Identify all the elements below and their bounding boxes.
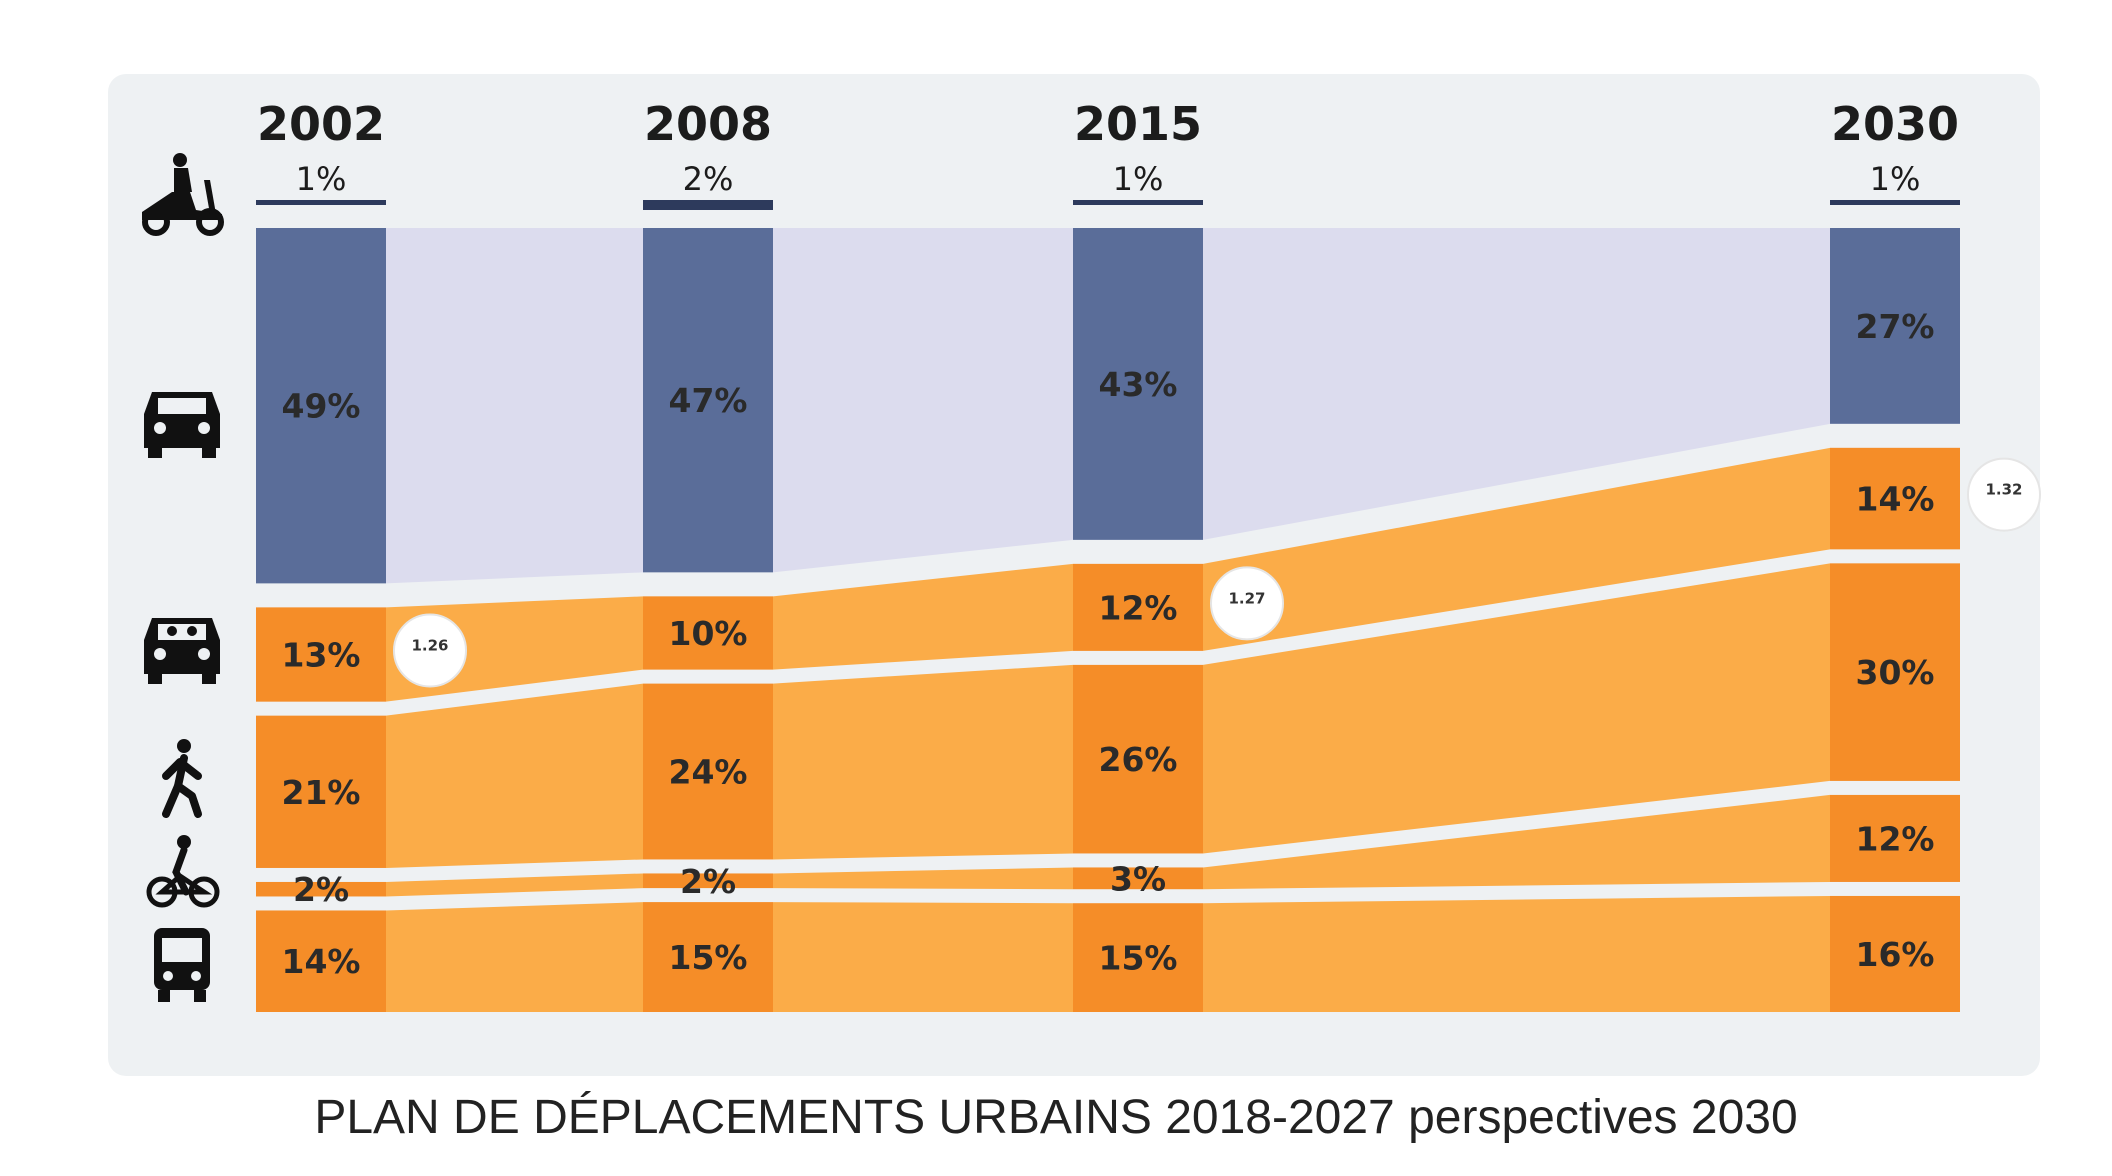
cyclist-icon (146, 835, 220, 908)
bar-cycling-2015 (1073, 867, 1203, 890)
bar-car-passenger-2002 (256, 607, 386, 702)
occupancy-label-2015: 1.27 (1228, 589, 1265, 607)
bar-two-wheeler-2008 (643, 200, 773, 210)
bar-label-car-2030: 27% (1856, 307, 1935, 346)
bar-car-passenger-2030 (1830, 447, 1960, 550)
flow-walking-2008-2015 (773, 664, 1073, 860)
occupancy-label-2002: 1.26 (411, 637, 448, 655)
bar-label-public-transport-2030: 16% (1856, 935, 1935, 974)
car-icon (144, 392, 220, 458)
bar-label-public-transport-2015: 15% (1099, 939, 1178, 978)
bar-walking-2030 (1830, 563, 1960, 781)
bar-public-transport-2002 (256, 910, 386, 1012)
bar-label-two-wheeler-2002: 1% (296, 160, 347, 198)
labels: 49% 13% 21% 2% 14% 1% 2002 47% 10% 24% 2% 15% 2% 2008… (257, 97, 1959, 981)
flow-cycling-2002-2008 (386, 873, 643, 897)
bar-label-car-2002: 49% (282, 387, 361, 426)
flow-car-passenger-2015-2030 (1203, 447, 1830, 651)
occupancy-bubble-2015 (1210, 566, 1284, 641)
flow-cycling-2008-2015 (773, 867, 1073, 890)
pedestrian-icon (162, 739, 202, 818)
bus-icon (154, 928, 210, 1002)
bar-label-car-2015: 43% (1099, 365, 1178, 404)
bar-walking-2002 (256, 715, 386, 868)
flow-car-2015-2030 (1203, 228, 1830, 540)
bar-car-passenger-2015 (1073, 563, 1203, 651)
bar-car-2002 (256, 228, 386, 584)
flow-car-passenger-2008-2015 (773, 563, 1073, 670)
year-label-2030: 2030 (1831, 97, 1959, 151)
bar-two-wheeler-2030 (1830, 200, 1960, 205)
bar-cycling-2002 (256, 881, 386, 897)
flow-walking-2015-2030 (1203, 563, 1830, 854)
bar-label-two-wheeler-2008: 2% (683, 160, 734, 198)
chart-caption: PLAN DE DÉPLACEMENTS URBAINS 2018-2027 p… (314, 1091, 1798, 1144)
bar-label-walking-2015: 26% (1099, 740, 1178, 779)
bar-label-public-transport-2008: 15% (669, 938, 748, 977)
scooter-icon (142, 153, 224, 236)
bar-label-public-transport-2002: 14% (282, 942, 361, 981)
bar-label-cycling-2015: 3% (1110, 859, 1166, 898)
bars (256, 200, 1960, 1012)
bar-car-2030 (1830, 228, 1960, 424)
flow-car-2008-2015 (773, 228, 1073, 573)
bar-label-car-passenger-2030: 14% (1856, 480, 1935, 519)
bar-two-wheeler-2002 (256, 200, 386, 205)
year-label-2015: 2015 (1074, 97, 1202, 151)
bar-two-wheeler-2015 (1073, 200, 1203, 205)
bar-label-cycling-2008: 2% (680, 862, 736, 901)
bar-label-walking-2030: 30% (1856, 653, 1935, 692)
bar-label-walking-2002: 21% (282, 773, 361, 812)
bar-label-cycling-2002: 2% (293, 870, 349, 909)
bar-car-2008 (643, 228, 773, 573)
flow-walking-2002-2008 (386, 683, 643, 868)
bar-cycling-2030 (1830, 794, 1960, 882)
year-label-2008: 2008 (644, 97, 772, 151)
bar-label-car-passenger-2008: 10% (669, 614, 748, 653)
bar-public-transport-2015 (1073, 903, 1203, 1012)
bar-label-walking-2008: 24% (669, 753, 748, 792)
flow-public-transport-2002-2008 (386, 902, 643, 1012)
bar-public-transport-2008 (643, 902, 773, 1012)
flow-public-transport-2015-2030 (1203, 895, 1830, 1012)
occupancy-bubble-2030 (1967, 457, 2041, 532)
bar-label-cycling-2030: 12% (1856, 819, 1935, 858)
carpool-icon (144, 618, 220, 684)
flow-public-transport-2008-2015 (773, 902, 1073, 1012)
bar-label-two-wheeler-2015: 1% (1113, 160, 1164, 198)
bar-cycling-2008 (643, 873, 773, 889)
bar-label-car-2008: 47% (669, 381, 748, 420)
bar-car-passenger-2008 (643, 596, 773, 670)
flow-car-2002-2008 (386, 228, 643, 584)
bar-label-car-passenger-2015: 12% (1099, 588, 1178, 627)
bar-walking-2015 (1073, 664, 1203, 854)
bar-walking-2008 (643, 683, 773, 860)
occupancy-bubble-2002 (393, 613, 467, 688)
occupancy-label-2030: 1.32 (1985, 481, 2022, 499)
flow-bands (386, 228, 1830, 1012)
flow-cycling-2015-2030 (1203, 794, 1830, 890)
bar-public-transport-2030 (1830, 895, 1960, 1012)
bar-label-two-wheeler-2030: 1% (1870, 160, 1921, 198)
year-label-2002: 2002 (257, 97, 385, 151)
bar-label-car-passenger-2002: 13% (282, 636, 361, 675)
occupancy-bubbles: 1.26 1.27 1.32 (393, 457, 2041, 688)
bar-car-2015 (1073, 228, 1203, 540)
